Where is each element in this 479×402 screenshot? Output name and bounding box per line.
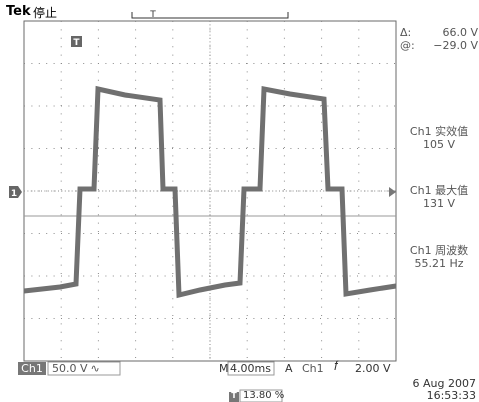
trigger-level-arrow — [389, 187, 396, 197]
trigger-percent-badge — [229, 392, 239, 402]
trigger-position-marker: T — [71, 36, 82, 48]
trigger-percent-box — [239, 389, 283, 402]
cursor-delta-label: Δ: — [400, 26, 412, 39]
cursor-at-label: @: — [400, 39, 415, 52]
channel-badge[interactable]: Ch1 — [21, 362, 43, 375]
channel-badge-bg — [18, 362, 46, 375]
cursor-at-value: −29.0 V — [433, 39, 478, 52]
brand-text: Tek — [6, 4, 31, 19]
measurement-frequency-value: 55.21 Hz — [414, 257, 464, 270]
waveform-trace — [23, 85, 397, 299]
channel-1-marker-label: 1 — [11, 189, 17, 199]
measurement-rms-label: Ch1 实效值 — [409, 125, 469, 138]
measurement-rms-value: 105 V — [422, 138, 456, 151]
timestamp-date: 6 Aug 2007 — [412, 377, 476, 390]
brand-logo: Tek — [6, 4, 31, 19]
measurement-max-value: 131 V — [422, 197, 456, 210]
channel-1-marker: 1 — [9, 186, 22, 199]
cursor-readout: Δ: 66.0 V @: −29.0 V — [400, 26, 478, 52]
ac-coupling-icon: ∿ — [90, 362, 100, 375]
trigger-percent-marker: T — [231, 391, 237, 400]
trigger-position-letter: T — [73, 38, 80, 48]
timestamp: 6 Aug 2007 16:53:33 — [413, 378, 476, 402]
trigger-mode: A — [285, 362, 293, 375]
record-length-bracket — [131, 12, 289, 19]
trigger-source[interactable]: Ch1 — [302, 362, 324, 375]
measurement-frequency: Ch1 周波数 55.21 Hz — [400, 244, 478, 270]
timestamp-time: 16:53:33 — [426, 389, 476, 402]
bracket-trigger-letter: T — [149, 10, 156, 20]
trigger-level[interactable]: 2.00 V — [355, 362, 391, 375]
acquisition-state: 停止 — [33, 6, 58, 20]
measurement-rms: Ch1 实效值 105 V — [400, 125, 478, 151]
horizontal-prefix: M — [219, 362, 229, 375]
measurement-max-label: Ch1 最大值 — [409, 184, 469, 197]
volts-div-value: 50.0 V — [52, 362, 88, 375]
time-div-box — [227, 361, 275, 376]
rising-edge-icon: 𝑓 — [334, 359, 339, 374]
time-div-value[interactable]: 4.00ms — [230, 362, 271, 375]
trigger-percent-value: 13.80 % — [243, 390, 285, 401]
volts-div-readout[interactable]: 50.0 V ∿ — [52, 362, 100, 375]
measurement-max: Ch1 最大值 131 V — [400, 184, 478, 210]
measurement-frequency-label: Ch1 周波数 — [409, 244, 469, 257]
volts-div-box — [47, 361, 121, 376]
cursor-delta-value: 66.0 V — [442, 26, 478, 39]
